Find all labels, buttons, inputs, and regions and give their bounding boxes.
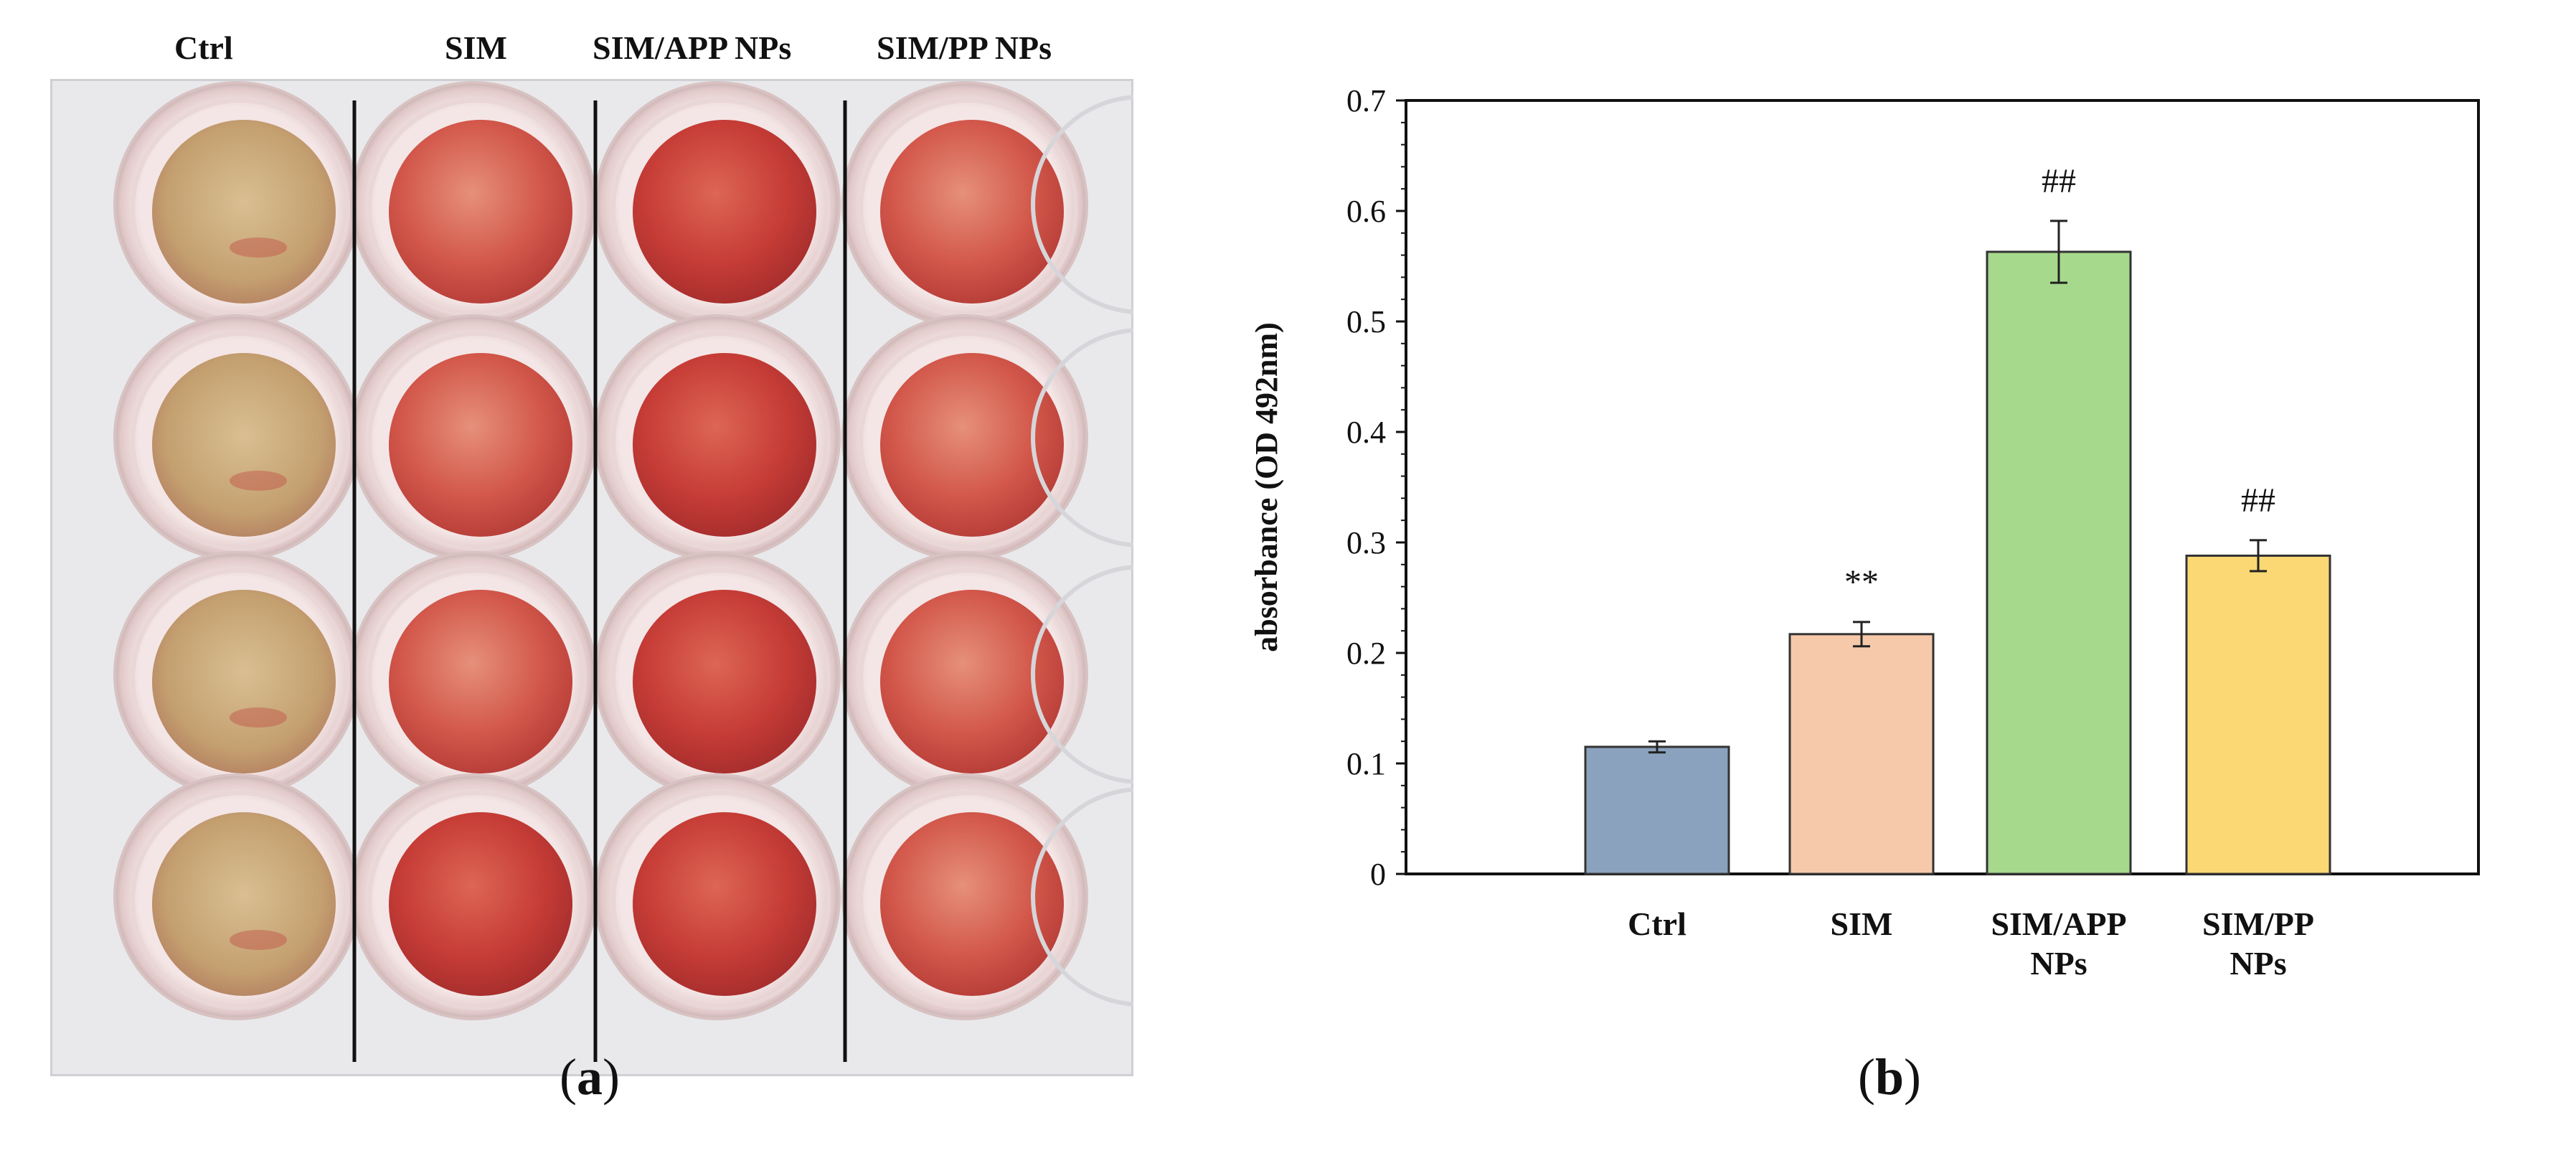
y-axis-label: absorbance (OD 492nm) [1249,322,1284,652]
well-inner-rim [131,791,350,1010]
caption-a-close: ) [602,1048,620,1106]
column-label-sim: SIM [445,29,507,66]
y-tick-label: 0.5 [1346,304,1386,339]
caption-b-close: ) [1904,1048,1922,1106]
well-inner-rim [859,791,1078,1010]
bar-3 [2185,554,2331,875]
photo-panel: Ctrl SIM SIM/APP NPs SIM/PP NPs [0,0,1219,1176]
empty-well [1031,565,1133,784]
y-tick-label: 0.2 [1346,636,1386,671]
well-stain [633,120,816,304]
well-stain-spot [230,707,287,728]
empty-well [1031,328,1133,547]
column-label-sim-app-nps: SIM/APP NPs [593,29,792,66]
caption-a-open: ( [560,1048,577,1106]
well-stain [633,812,816,996]
wells-group [113,81,1133,1020]
caption-b-open: ( [1858,1048,1875,1106]
bar-2 [1986,250,2132,875]
well-stain-spot [230,471,287,491]
empty-well [1031,95,1133,314]
well-stain [880,812,1064,996]
plot-area-frame [1405,99,2480,875]
x-category-label: NPs [2030,945,2087,982]
well-stain-spot [230,930,287,950]
well-stain [880,590,1064,773]
column-label-ctrl: Ctrl [174,29,233,66]
well-stain [152,353,336,537]
well-plate-photo [50,79,1133,1076]
well-stain [880,120,1064,304]
caption-a: (a) [560,1048,620,1107]
well-stain [152,120,336,304]
well-inner-rim [367,791,587,1010]
x-category-label: SIM/PP [2202,905,2314,942]
bar-0 [1584,745,1730,875]
well-stain [633,590,816,773]
well-stain [389,590,572,773]
significance-annotation: ## [2042,162,2076,200]
bar-1 [1788,633,1935,875]
well-stain [880,353,1064,537]
bar-chart: 0 0.1 0.2 0.3 0.4 0.5 0.6 0.7 ** ## ## Ctrl SIM SIM… [1249,83,2480,982]
caption-b-letter: b [1874,1048,1905,1106]
well-stain [389,353,572,537]
y-tick-label: 0.7 [1346,83,1386,118]
well-stain [152,812,336,996]
well-inner-rim [367,331,587,551]
y-tick-label: 0 [1370,857,1386,892]
well-stain [389,120,572,304]
well-stain-spot [230,237,287,258]
y-axis-ticks: 0 0.1 0.2 0.3 0.4 0.5 0.6 0.7 [1346,83,1406,892]
column-label-sim-pp-nps: SIM/PP NPs [877,29,1052,66]
well-stain [152,590,336,773]
well-inner-rim [859,331,1078,551]
x-category-label: NPs [2230,945,2286,982]
well-inner-rim [611,331,831,551]
x-category-label: Ctrl [1628,905,1686,942]
x-category-label: SIM [1831,905,1893,942]
well-stain [389,812,572,996]
significance-annotation: ** [1844,563,1879,601]
caption-b: (b) [1858,1048,1921,1107]
empty-well [1031,787,1133,1007]
caption-a-letter: a [576,1048,603,1106]
y-tick-label: 0.4 [1346,415,1386,450]
y-tick-label: 0.1 [1346,746,1386,781]
y-tick-label: 0.3 [1346,525,1386,560]
well-stain [633,353,816,537]
well-inner-rim [131,331,350,551]
significance-annotation: ## [2241,481,2275,519]
well-inner-rim [611,791,831,1010]
y-tick-label: 0.6 [1346,194,1386,229]
x-category-label: SIM/APP [1991,905,2126,942]
bars-group: ** ## ## [1584,162,2331,875]
